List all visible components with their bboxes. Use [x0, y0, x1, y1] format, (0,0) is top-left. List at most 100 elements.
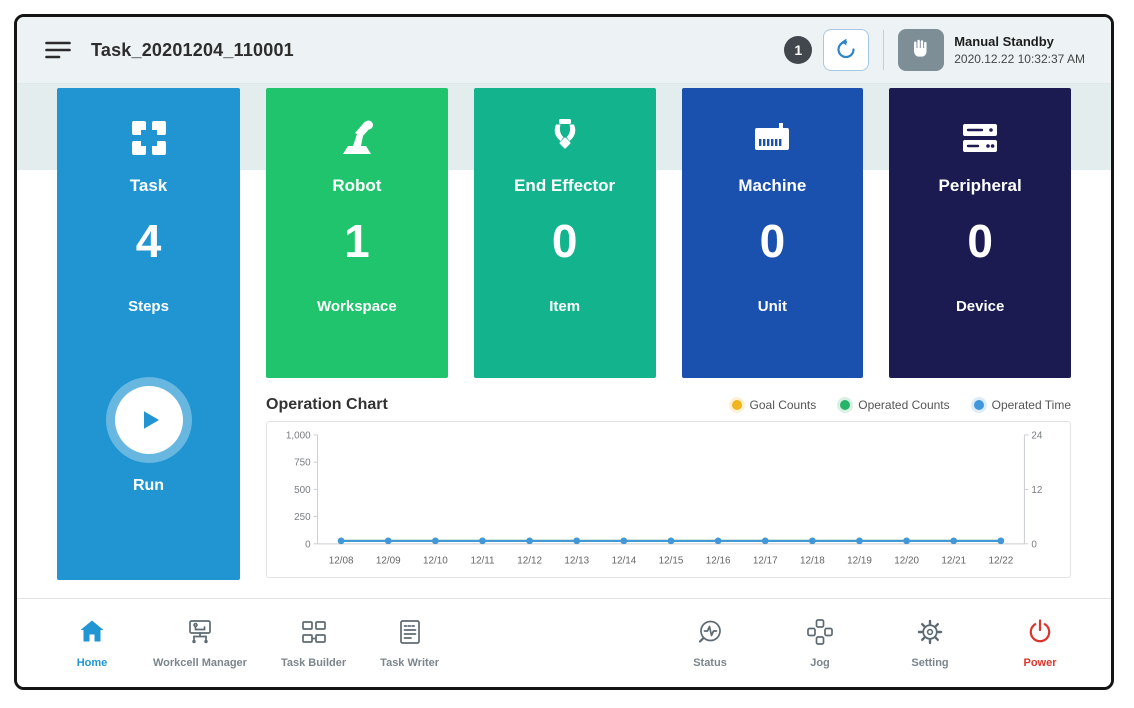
- chart-title: Operation Chart: [266, 396, 388, 414]
- server-stack-icon: [958, 114, 1002, 160]
- legend-dot: [974, 400, 984, 410]
- run-label: Run: [133, 477, 164, 495]
- mode-status: Manual Standby 2020.12.22 10:32:37 AM: [954, 34, 1085, 66]
- card-unit: Item: [549, 298, 580, 315]
- legend-label: Goal Counts: [750, 398, 817, 412]
- card-title: End Effector: [514, 176, 615, 196]
- nav-label: Task Writer: [380, 657, 439, 669]
- nav-label: Task Builder: [281, 657, 346, 669]
- legend-dot: [840, 400, 850, 410]
- nav-label: Home: [77, 657, 108, 669]
- svg-text:12/22: 12/22: [988, 556, 1013, 567]
- svg-text:12/13: 12/13: [564, 556, 589, 567]
- svg-text:12/19: 12/19: [847, 556, 872, 567]
- task-writer-icon: [395, 617, 425, 652]
- nav-item-jog[interactable]: Jog: [793, 617, 847, 669]
- robot-card[interactable]: Robot 1 Workspace: [266, 88, 448, 378]
- svg-text:500: 500: [294, 485, 311, 496]
- nav-label: Power: [1023, 657, 1056, 669]
- main-content: Task 4 Steps Run: [17, 84, 1111, 598]
- svg-text:750: 750: [294, 458, 311, 469]
- rotate-ccw-icon: [834, 37, 858, 64]
- nav-label: Setting: [911, 657, 948, 669]
- bottom-nav: Home: [17, 598, 1111, 687]
- svg-text:12/17: 12/17: [753, 556, 778, 567]
- legend-label: Operated Time: [992, 398, 1071, 412]
- svg-text:12/16: 12/16: [706, 556, 731, 567]
- operation-chart-svg: 1,00075050025002412012/0812/0912/1012/11…: [270, 427, 1067, 576]
- status-pulse-icon: [695, 617, 725, 652]
- nav-item-home[interactable]: Home: [65, 617, 119, 669]
- svg-text:12/18: 12/18: [800, 556, 825, 567]
- nav-item-setting[interactable]: Setting: [903, 617, 957, 669]
- legend-label: Operated Counts: [858, 398, 949, 412]
- page-title: Task_20201204_110001: [91, 40, 294, 61]
- chart-legend: Goal Counts Operated Counts Operated Tim…: [732, 398, 1071, 412]
- workcell-manager-icon: [185, 617, 215, 652]
- nav-item-task-writer[interactable]: Task Writer: [380, 617, 439, 669]
- svg-text:0: 0: [305, 540, 311, 551]
- app-window: Task_20201204_110001 1: [14, 14, 1114, 690]
- task-card-title: Task: [130, 176, 168, 196]
- header-divider: [883, 30, 884, 70]
- card-title: Robot: [332, 176, 381, 196]
- run-button[interactable]: [106, 377, 192, 463]
- legend-item: Operated Counts: [840, 398, 949, 412]
- power-icon: [1025, 617, 1055, 652]
- play-icon: [115, 386, 183, 454]
- legend-item: Operated Time: [974, 398, 1071, 412]
- task-builder-icon: [299, 617, 329, 652]
- nav-label: Status: [693, 657, 727, 669]
- hamburger-menu-icon[interactable]: [43, 37, 73, 63]
- card-title: Machine: [738, 176, 806, 196]
- nav-label: Workcell Manager: [153, 657, 247, 669]
- svg-text:24: 24: [1031, 431, 1042, 442]
- task-card[interactable]: Task 4 Steps Run: [57, 88, 240, 580]
- svg-text:12/08: 12/08: [329, 556, 354, 567]
- legend-item: Goal Counts: [732, 398, 817, 412]
- stat-cards-row: Robot 1 Workspace: [266, 88, 1071, 380]
- robot-arm-icon: [335, 114, 379, 160]
- machine-card[interactable]: Machine 0 Unit: [682, 88, 864, 378]
- operation-chart: 1,00075050025002412012/0812/0912/1012/11…: [266, 421, 1071, 578]
- nav-item-task-builder[interactable]: Task Builder: [281, 617, 346, 669]
- svg-text:12/21: 12/21: [941, 556, 966, 567]
- reset-button[interactable]: [823, 29, 869, 71]
- svg-text:12/12: 12/12: [517, 556, 542, 567]
- gear-icon: [915, 617, 945, 652]
- mode-label: Manual Standby: [954, 34, 1085, 50]
- grid-squares-icon: [127, 114, 171, 160]
- gripper-icon: [543, 114, 587, 160]
- nav-item-power[interactable]: Power: [1013, 617, 1067, 669]
- svg-text:12/20: 12/20: [894, 556, 919, 567]
- nav-item-status[interactable]: Status: [683, 617, 737, 669]
- svg-text:12/09: 12/09: [376, 556, 401, 567]
- timestamp: 2020.12.22 10:32:37 AM: [954, 52, 1085, 66]
- svg-text:12/11: 12/11: [470, 556, 494, 567]
- card-unit: Unit: [758, 298, 787, 315]
- svg-text:12/14: 12/14: [611, 556, 636, 567]
- svg-text:12/15: 12/15: [659, 556, 684, 567]
- operation-chart-section: Operation Chart Goal Counts Operated Cou…: [266, 380, 1071, 580]
- task-step-count: 4: [136, 218, 162, 264]
- end-effector-card[interactable]: End Effector 0 Item: [474, 88, 656, 378]
- card-count: 0: [760, 218, 786, 264]
- legend-dot: [732, 400, 742, 410]
- header-right: 1: [784, 29, 1085, 71]
- nav-item-workcell-manager[interactable]: Workcell Manager: [153, 617, 247, 669]
- header: Task_20201204_110001 1: [17, 17, 1111, 84]
- svg-text:250: 250: [294, 512, 311, 523]
- card-unit: Workspace: [317, 298, 397, 315]
- nav-label: Jog: [810, 657, 830, 669]
- task-card-unit: Steps: [128, 298, 169, 315]
- peripheral-card[interactable]: Peripheral 0 Device: [889, 88, 1071, 378]
- machine-icon: [750, 114, 794, 160]
- hand-icon: [908, 35, 934, 66]
- svg-text:12/10: 12/10: [423, 556, 448, 567]
- manual-mode-button[interactable]: [898, 29, 944, 71]
- svg-text:12: 12: [1031, 485, 1042, 496]
- screen: Task_20201204_110001 1: [0, 0, 1134, 708]
- svg-text:0: 0: [1031, 540, 1037, 551]
- card-unit: Device: [956, 298, 1004, 315]
- card-title: Peripheral: [939, 176, 1022, 196]
